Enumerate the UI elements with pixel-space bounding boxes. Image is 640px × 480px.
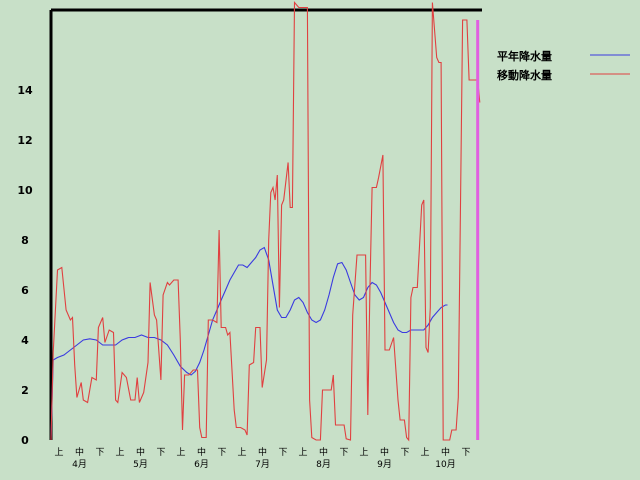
y-tick-label: 2 <box>21 384 29 397</box>
x-decade-label: 上 <box>359 447 368 458</box>
legend-label-moving: 移動降水量 <box>497 68 552 82</box>
x-decade-label: 中 <box>197 446 206 458</box>
x-month-label: 6月 <box>194 459 209 470</box>
y-tick-label: 0 <box>21 434 29 447</box>
axes <box>49 8 482 440</box>
x-decade-label: 中 <box>75 446 84 458</box>
x-month-label: 4月 <box>72 459 87 470</box>
series-line-normal <box>50 246 448 441</box>
y-tick-label: 6 <box>21 284 29 297</box>
x-decade-label: 上 <box>54 447 63 458</box>
x-decade-label: 下 <box>156 448 165 458</box>
x-month-label: 5月 <box>133 459 148 470</box>
x-decade-label: 上 <box>176 447 185 458</box>
x-decade-label: 下 <box>217 448 226 458</box>
x-decade-label: 上 <box>115 447 124 458</box>
x-decade-label: 中 <box>136 446 145 458</box>
x-decade-label: 中 <box>319 446 328 458</box>
legend: 平年降水量 移動降水量 <box>497 49 630 82</box>
y-tick-label: 14 <box>17 84 33 97</box>
x-month-label: 10月 <box>435 459 455 470</box>
x-decade-label: 中 <box>380 446 389 458</box>
x-decade-label: 上 <box>420 447 429 458</box>
series-line-moving <box>50 1 481 442</box>
y-tick-label: 10 <box>17 184 33 197</box>
x-decade-label: 下 <box>95 448 104 458</box>
y-tick-labels: 0 2 4 6 8 10 12 14 <box>17 84 33 447</box>
x-decade-label: 下 <box>339 448 348 458</box>
x-decade-label: 下 <box>461 448 470 458</box>
x-decade-label: 下 <box>400 448 409 458</box>
x-decade-label: 下 <box>278 448 287 458</box>
x-decade-label: 中 <box>441 446 450 458</box>
x-month-label: 7月 <box>255 459 270 470</box>
y-tick-label: 12 <box>17 134 32 147</box>
x-decade-label: 中 <box>258 446 267 458</box>
x-month-label: 8月 <box>316 459 331 470</box>
x-decade-label: 上 <box>298 447 307 458</box>
legend-label-normal: 平年降水量 <box>497 49 552 63</box>
y-tick-label: 8 <box>21 234 29 247</box>
x-month-label: 9月 <box>377 459 392 470</box>
y-tick-label: 4 <box>21 334 29 347</box>
x-decade-label: 上 <box>237 447 246 458</box>
series-lines <box>50 1 481 442</box>
x-tick-labels: 上中下4月上中下5月上中下6月上中下7月上中下8月上中下9月上中下10月 <box>54 446 470 470</box>
